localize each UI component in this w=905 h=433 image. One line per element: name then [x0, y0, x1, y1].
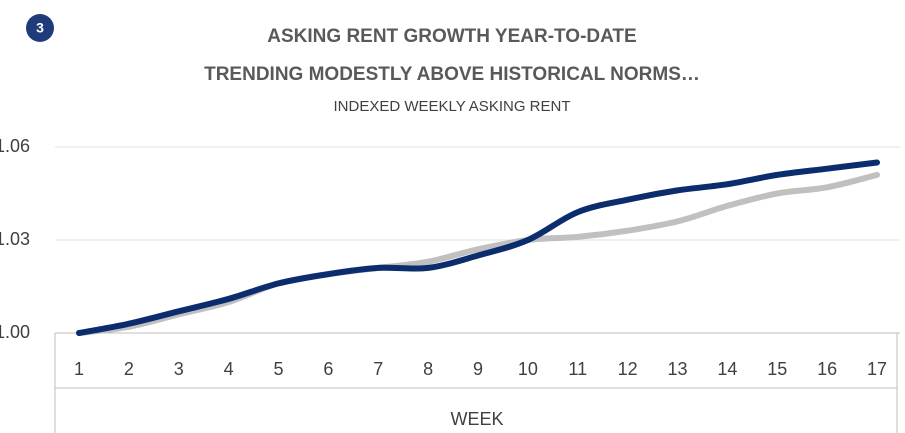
chart-title: ASKING RENT GROWTH YEAR-TO-DATE	[267, 26, 636, 47]
x-tick-label: 7	[373, 359, 383, 379]
x-tick-label: 12	[618, 359, 638, 379]
x-tick-label: 14	[717, 359, 737, 379]
x-tick-label: 4	[224, 359, 234, 379]
y-tick-label: 1.06	[0, 136, 30, 156]
x-tick-label: 13	[667, 359, 687, 379]
x-axis-label: WEEK	[450, 409, 503, 429]
x-tick-label: 15	[767, 359, 787, 379]
x-tick-label: 8	[423, 359, 433, 379]
chart-subtitle: INDEXED WEEKLY ASKING RENT	[333, 98, 570, 115]
x-tick-label: 10	[518, 359, 538, 379]
line-series	[76, 171, 880, 336]
y-tick-label: 1.03	[0, 229, 30, 249]
x-tick-label: 16	[817, 359, 837, 379]
x-tick-label: 5	[273, 359, 283, 379]
x-tick-label: 1	[74, 359, 84, 379]
x-tick-label: 11	[568, 359, 587, 379]
x-tick-label: 2	[124, 359, 134, 379]
badge-number: 3	[36, 20, 44, 36]
x-tick-label: 3	[174, 359, 184, 379]
badge-circle	[26, 14, 54, 42]
line-series	[76, 159, 880, 336]
y-tick-label: 1.00	[0, 322, 30, 342]
x-tick-label: 6	[323, 359, 333, 379]
x-tick-label: 17	[867, 359, 887, 379]
chart-title: TRENDING MODESTLY ABOVE HISTORICAL NORMS…	[204, 64, 700, 85]
x-tick-label: 9	[473, 359, 483, 379]
